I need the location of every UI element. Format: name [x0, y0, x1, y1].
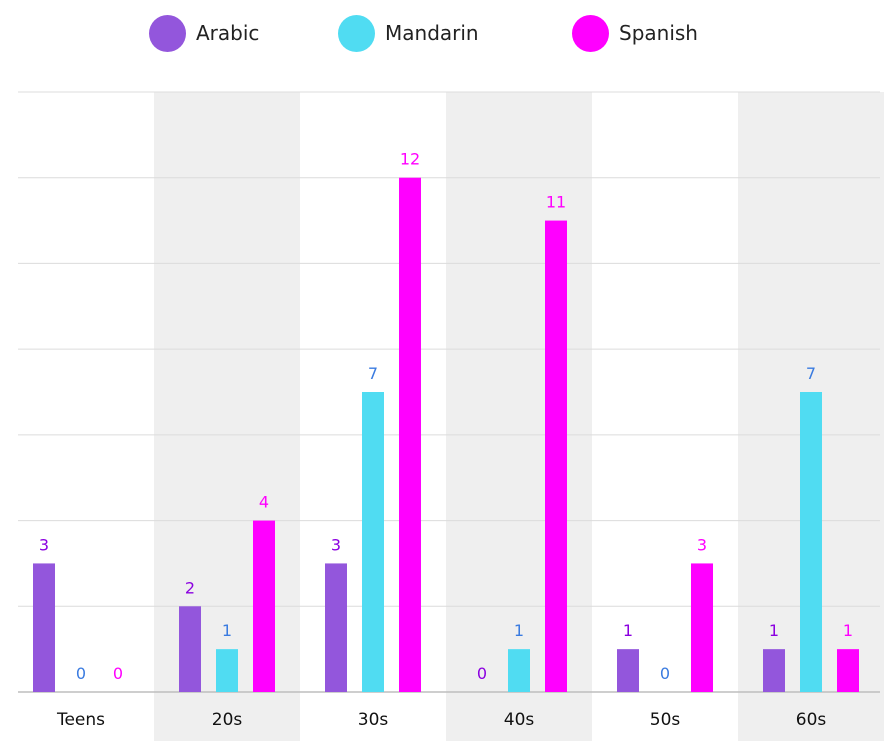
- bar-value-label: 0: [660, 664, 670, 683]
- legend-swatch-mandarin: [338, 14, 375, 52]
- x-tick-label: 40s: [504, 710, 535, 730]
- category-band: [446, 92, 592, 741]
- bar-value-label: 7: [368, 364, 378, 383]
- bars: [33, 177, 859, 693]
- x-tick-label: 60s: [796, 710, 827, 730]
- bar-value-label: 4: [259, 493, 269, 512]
- legend-item-arabic[interactable]: Arabic: [149, 14, 259, 52]
- bar: [800, 392, 822, 692]
- bar: [691, 563, 713, 692]
- bar: [253, 520, 275, 692]
- bar-value-label: 3: [331, 535, 341, 554]
- bar: [545, 220, 567, 693]
- bar: [33, 563, 55, 692]
- bar-value-label: 0: [113, 664, 123, 683]
- bar-value-label: 3: [697, 535, 707, 554]
- legend-item-spanish[interactable]: Spanish: [572, 14, 698, 52]
- bar-value-label: 11: [546, 193, 566, 212]
- bar: [617, 649, 639, 692]
- bar-value-label: 3: [39, 535, 49, 554]
- legend-swatch-spanish: [572, 14, 609, 52]
- bar-value-label: 2: [185, 578, 195, 597]
- bar-value-label: 1: [222, 621, 232, 640]
- bar-value-label: 1: [514, 621, 524, 640]
- bar-value-label: 12: [400, 150, 420, 169]
- bar: [837, 649, 859, 692]
- bar: [399, 177, 421, 692]
- x-tick-label: 30s: [358, 710, 389, 730]
- bar-value-label: 1: [769, 621, 779, 640]
- bar: [508, 649, 530, 692]
- x-axis-ticks: Teens 20s 30s 40s 50s 60s: [56, 710, 826, 730]
- x-tick-label: Teens: [56, 710, 105, 730]
- bar-value-label: 1: [623, 621, 633, 640]
- bar-value-label: 0: [76, 664, 86, 683]
- chart-legend: Arabic Mandarin Spanish: [0, 0, 890, 66]
- bar: [763, 649, 785, 692]
- bar-value-label: 0: [477, 664, 487, 683]
- bar: [216, 649, 238, 692]
- bar: [362, 392, 384, 692]
- bar-value-label: 1: [843, 621, 853, 640]
- legend-label-mandarin: Mandarin: [385, 21, 479, 45]
- bar-value-label: 7: [806, 364, 816, 383]
- legend-label-arabic: Arabic: [196, 21, 260, 45]
- bar: [179, 606, 201, 692]
- category-band: [154, 92, 300, 741]
- legend-label-spanish: Spanish: [619, 21, 698, 45]
- category-bands: [154, 92, 884, 741]
- x-tick-label: 20s: [212, 710, 243, 730]
- x-tick-label: 50s: [650, 710, 681, 730]
- bar: [325, 563, 347, 692]
- grid-lines: [18, 91, 880, 693]
- legend-swatch-arabic: [149, 14, 186, 52]
- legend-item-mandarin[interactable]: Mandarin: [338, 14, 479, 52]
